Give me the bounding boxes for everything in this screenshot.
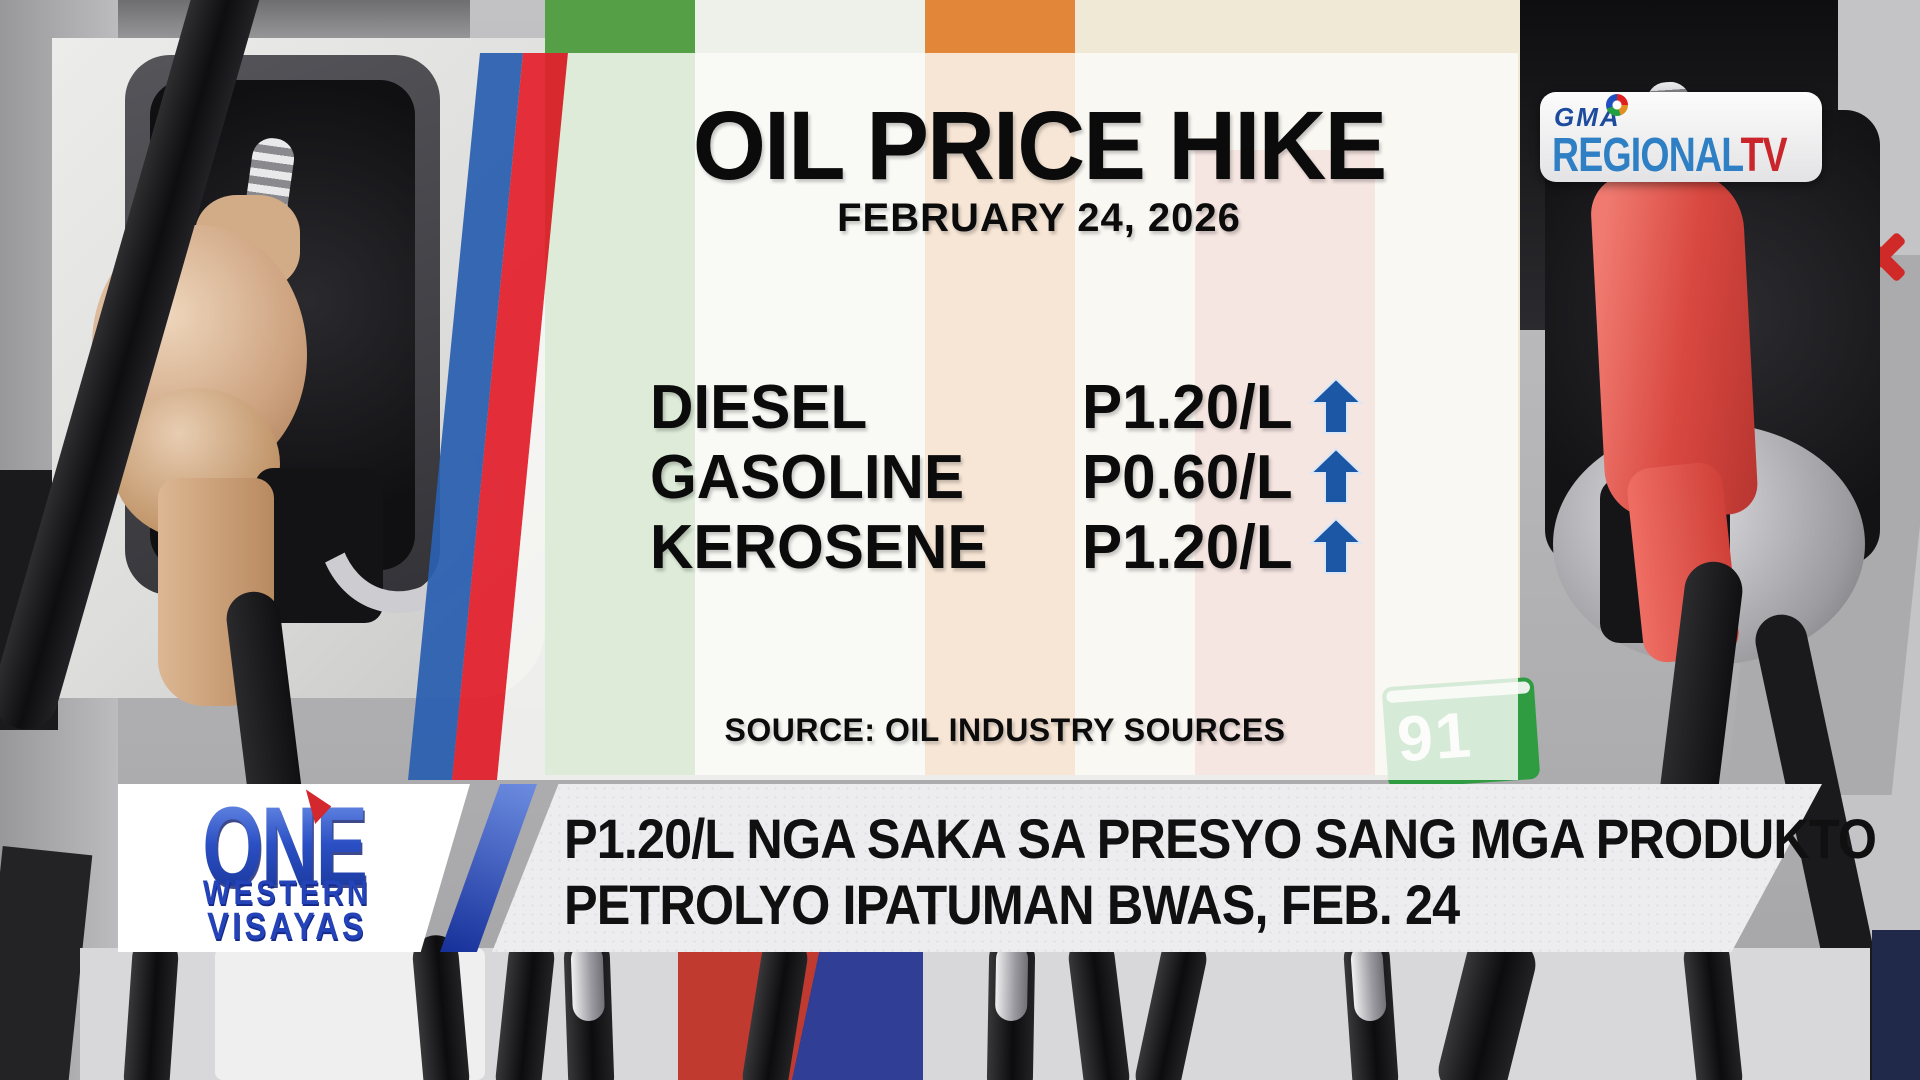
program-logo-box bbox=[118, 784, 470, 952]
price-row-change: P1.20/L bbox=[1082, 373, 1293, 442]
channel-bug: GMA REGIONALTV bbox=[1540, 92, 1822, 182]
up-arrow-icon bbox=[1308, 517, 1364, 574]
headline-banner bbox=[492, 784, 1822, 952]
brand-regional: REGIONAL bbox=[1552, 129, 1741, 182]
photo-hose-chrome-tip bbox=[563, 934, 615, 1080]
photo-left-nozzle-trigger bbox=[255, 468, 383, 623]
infographic-source: SOURCE: OIL INDUSTRY SOURCES bbox=[724, 712, 1286, 748]
price-row-product: GASOLINE bbox=[650, 443, 965, 512]
program-logo-western: WESTERN bbox=[202, 874, 372, 912]
price-row-product: DIESEL bbox=[650, 373, 868, 442]
up-arrow-icon bbox=[1308, 377, 1364, 434]
infographic-date: FEBRUARY 24, 2026 bbox=[837, 196, 1241, 240]
up-arrow-icon bbox=[1308, 447, 1364, 504]
headline-line-2: PETROLYO IPATUMAN BWAS, FEB. 24 bbox=[564, 873, 1460, 936]
price-row-product: KEROSENE bbox=[650, 513, 988, 582]
price-row-change: P1.20/L bbox=[1082, 513, 1293, 582]
program-logo-one: ONE bbox=[178, 782, 389, 911]
photo-hose-chrome-tip bbox=[986, 934, 1036, 1080]
headline-line-1: P1.20/L NGA SAKA SA PRESYO SANG MGA PROD… bbox=[564, 807, 1877, 870]
photo-navy-edge bbox=[1872, 930, 1920, 1080]
infographic-title: OIL PRICE HIKE bbox=[692, 91, 1388, 200]
gma-kite-icon bbox=[1606, 94, 1628, 116]
brand-tv: TV bbox=[1740, 129, 1788, 182]
program-logo-visayas: VISAYAS bbox=[207, 906, 367, 948]
price-row-change: P0.60/L bbox=[1082, 443, 1293, 512]
regional-tv-wordmark: REGIONALTV bbox=[1552, 128, 1788, 183]
